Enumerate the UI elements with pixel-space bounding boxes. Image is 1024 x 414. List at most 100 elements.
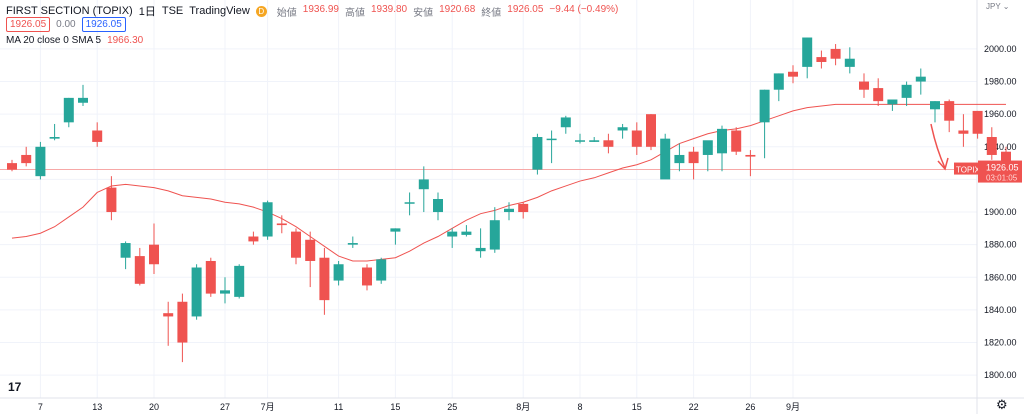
candle-body [560,117,571,128]
price-tick-label: 1880.00 [984,240,1017,250]
candle-body [830,48,841,59]
candle-body [404,202,415,204]
price-tick-label: 1960.00 [984,109,1017,119]
time-tick-label: 8月 [516,402,530,412]
candle-body [21,154,32,164]
candle-body [887,99,898,105]
bar-countdown: 03:01:05 [986,174,1018,183]
candle-body [844,58,855,67]
symbol-price-tag [954,162,978,175]
sell-button[interactable]: 1926.05 [6,17,51,32]
candle-body [390,228,401,232]
candle-body [234,265,245,297]
time-tick-label: 25 [447,402,457,412]
time-tick-label: 7月 [261,402,275,412]
currency-label: JPY ⌄ [986,2,1009,11]
price-tick-label: 1860.00 [984,272,1017,282]
drawn-arrow-head [937,157,949,171]
candle-body [532,137,543,170]
interval-label[interactable]: 1日 [138,6,156,18]
candle-body [958,130,969,134]
candle-body [773,73,784,90]
candle-body [205,260,216,294]
time-tick-label: 27 [220,402,230,412]
candle-body [149,244,159,265]
spread-value: 0.00 [56,19,76,30]
candle-body [49,137,60,139]
candle-body [220,290,230,294]
candle-body [276,223,287,226]
candle-body [546,138,557,141]
candle-body [305,239,316,261]
candle-body [915,76,926,82]
last-price-value: 1926.05 [986,163,1019,173]
time-tick-label: 9月 [786,402,800,412]
candle-body [986,137,997,155]
candle-body [333,264,344,281]
candle-body [191,267,202,317]
drawn-arrow-line [930,123,946,169]
candle-body [163,313,174,317]
chart-header: FIRST SECTION (TOPIX) 1日 TSE TradingView… [6,3,618,19]
indicator-value: 1966.30 [107,35,144,46]
candle-body [35,146,46,177]
candle-body [362,267,372,286]
time-tick-label: 22 [689,402,699,412]
ohlc-values: 始値 1936.99 高値 1939.80 安値 1920.68 終値 1926.05 … [276,3,619,19]
candle-body [646,114,656,147]
tradingview-logo-icon[interactable]: 17 [8,380,22,394]
candle-body [802,37,813,67]
buy-button[interactable]: 1926.05 [81,17,126,32]
candle-body [702,140,713,155]
time-tick-label: 20 [149,402,159,412]
candle-body [660,138,671,180]
symbol-title[interactable]: FIRST SECTION (TOPIX) [6,5,133,17]
candle-body [489,220,500,250]
candle-body [248,236,259,242]
time-tick-label: 13 [92,402,102,412]
candle-body [759,89,770,123]
candle-body [603,140,614,147]
gear-icon[interactable]: ⚙ [996,397,1008,412]
candle-body [134,256,145,284]
candle-body [518,203,529,213]
candle-body [376,259,387,281]
time-tick-label: 8 [577,402,582,412]
candle-body [291,231,301,258]
price-tick-label: 1940.00 [984,142,1017,152]
candle-body [688,151,699,164]
indicator-name: MA 20 close 0 SMA 5 [6,35,102,46]
candle-body [674,154,685,164]
price-tick-label: 1900.00 [984,207,1017,217]
candle-body [418,179,429,190]
price-tick-label: 1820.00 [984,338,1017,348]
time-tick-label: 11 [334,402,343,412]
candle-body [972,110,983,134]
time-tick-label: 15 [632,402,642,412]
last-price-tag [978,160,1022,183]
ma-line [11,103,1006,262]
candle-body [106,187,117,213]
candle-body [731,130,742,152]
candle-body [788,71,798,77]
candle-body [78,97,88,103]
symbol-tag-label: TOPIX [956,166,981,175]
candle-body [944,101,955,121]
indicator-legend[interactable]: MA 20 close 0 SMA 5 1966.30 [6,35,143,46]
candle-body [504,208,514,213]
time-tick-label: 7 [38,402,43,412]
candle-body [745,154,756,157]
candle-body [319,257,330,301]
change-value: −9.44 (−0.49%) [549,3,619,15]
candle-body [120,243,131,258]
candle-body [262,202,273,237]
source-label: TradingView [189,5,250,17]
candle-body [717,128,727,154]
market-status-icon: D [255,5,267,17]
candle-body [575,140,585,142]
candle-body [461,231,472,235]
candle-body [63,97,74,123]
price-tick-label: 2000.00 [984,44,1017,54]
time-tick-label: 26 [745,402,755,412]
